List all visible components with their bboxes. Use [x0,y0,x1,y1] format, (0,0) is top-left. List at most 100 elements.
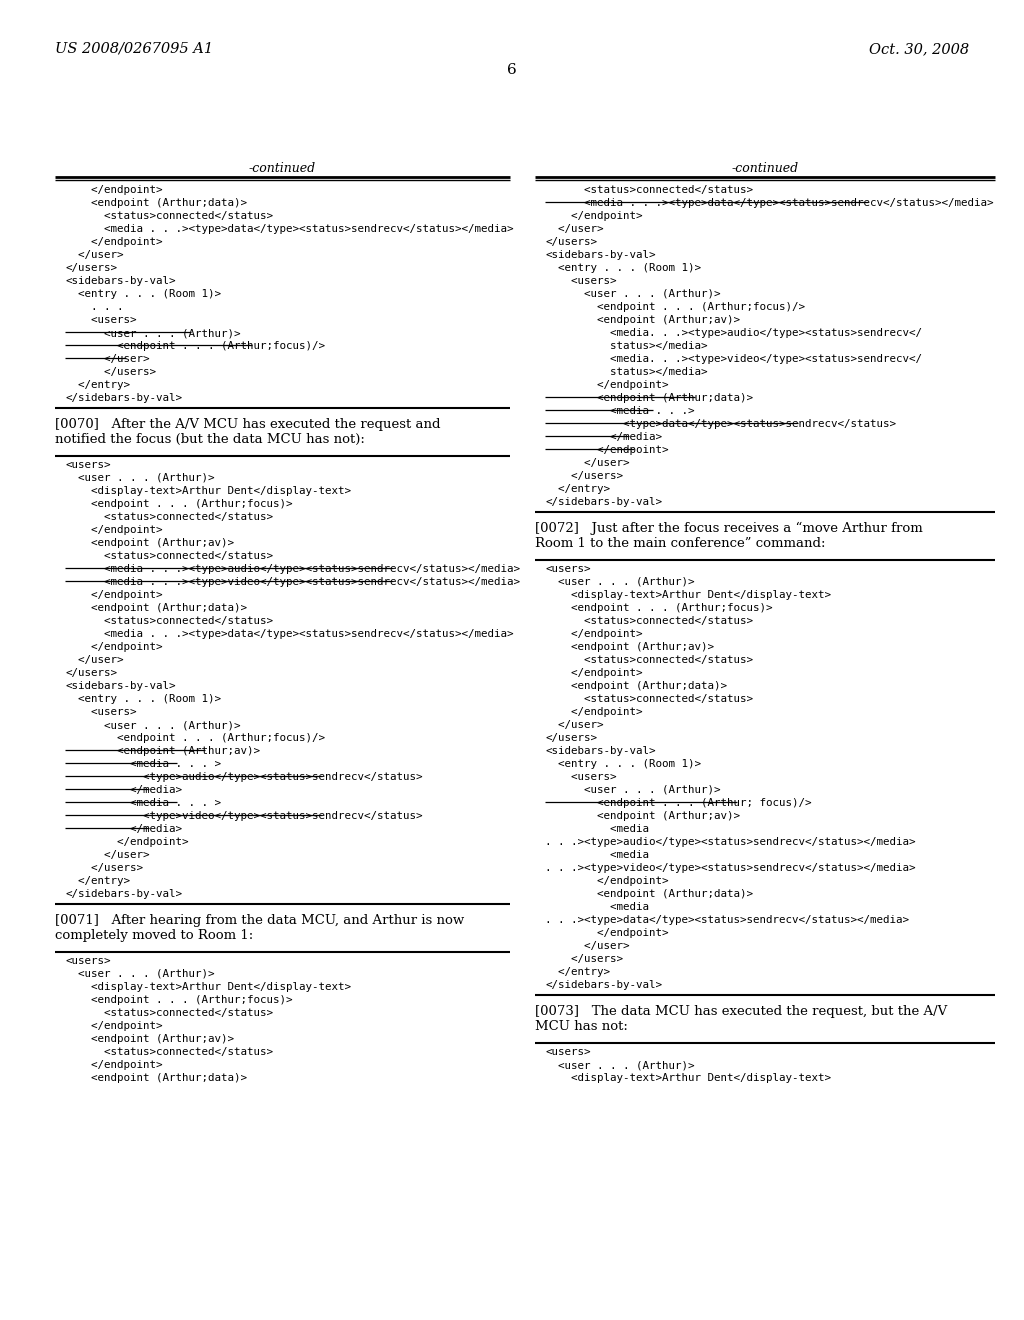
Text: </user>: </user> [65,655,124,665]
Text: Oct. 30, 2008: Oct. 30, 2008 [869,42,969,55]
Text: <media: <media [545,902,649,912]
Text: </endpoint>: </endpoint> [65,1020,163,1031]
Text: </users>: </users> [545,471,623,480]
Text: . . .><type>audio</type><status>sendrecv</status></media>: . . .><type>audio</type><status>sendrecv… [545,837,915,847]
Text: <endpoint . . . (Arthur;focus)>: <endpoint . . . (Arthur;focus)> [65,499,293,510]
Text: </users>: </users> [65,863,143,873]
Text: </users>: </users> [65,668,117,678]
Text: <display-text>Arthur Dent</display-text>: <display-text>Arthur Dent</display-text> [65,982,351,993]
Text: </users>: </users> [545,954,623,964]
Text: </endpoint>: </endpoint> [65,642,163,652]
Text: <entry . . . (Room 1)>: <entry . . . (Room 1)> [545,759,701,770]
Text: </endpoint>: </endpoint> [65,185,163,195]
Text: </users>: </users> [65,263,117,273]
Text: status></media>: status></media> [545,341,708,351]
Text: notified the focus (but the data MCU has not):: notified the focus (but the data MCU has… [55,433,365,446]
Text: </entry>: </entry> [545,484,610,494]
Text: </endpoint>: </endpoint> [545,668,642,678]
Text: </user>: </user> [545,458,630,469]
Text: status></media>: status></media> [545,367,708,378]
Text: <user . . . (Arthur)>: <user . . . (Arthur)> [65,473,214,483]
Text: </endpoint>: </endpoint> [545,876,669,886]
Text: <endpoint (Arthur;data)>: <endpoint (Arthur;data)> [65,198,247,209]
Text: </sidebars-by-val>: </sidebars-by-val> [545,498,662,507]
Text: <media. . .><type>audio</type><status>sendrecv</: <media. . .><type>audio</type><status>se… [545,327,922,338]
Text: <endpoint (Arthur;av)>: <endpoint (Arthur;av)> [545,810,740,821]
Text: <users>: <users> [545,772,616,781]
Text: <status>connected</status>: <status>connected</status> [65,1047,273,1057]
Text: </media>: </media> [65,785,182,795]
Text: </endpoint>: </endpoint> [65,1060,163,1071]
Text: . . .><type>video</type><status>sendrecv</status></media>: . . .><type>video</type><status>sendrecv… [545,863,915,873]
Text: <media . . .><type>video</type><status>sendrecv</status></media>: <media . . .><type>video</type><status>s… [65,577,520,587]
Text: <endpoint (Arthur;data)>: <endpoint (Arthur;data)> [65,603,247,612]
Text: </users>: </users> [545,238,597,247]
Text: </user>: </user> [545,224,603,234]
Text: completely moved to Room 1:: completely moved to Room 1: [55,929,253,942]
Text: <user . . . (Arthur)>: <user . . . (Arthur)> [65,969,214,979]
Text: <media: <media [545,850,649,861]
Text: MCU has not:: MCU has not: [535,1020,628,1034]
Text: <status>connected</status>: <status>connected</status> [65,512,273,521]
Text: </endpoint>: </endpoint> [545,928,669,939]
Text: <user . . . (Arthur)>: <user . . . (Arthur)> [65,719,241,730]
Text: <endpoint (Arthur;data)>: <endpoint (Arthur;data)> [65,1073,247,1082]
Text: -continued: -continued [731,162,799,176]
Text: </user>: </user> [65,354,150,364]
Text: 6: 6 [507,63,517,77]
Text: </media>: </media> [65,824,182,834]
Text: <display-text>Arthur Dent</display-text>: <display-text>Arthur Dent</display-text> [545,590,831,601]
Text: . . .><type>data</type><status>sendrecv</status></media>: . . .><type>data</type><status>sendrecv<… [545,915,909,925]
Text: </user>: </user> [545,941,630,950]
Text: <status>connected</status>: <status>connected</status> [65,211,273,220]
Text: <entry . . . (Room 1)>: <entry . . . (Room 1)> [545,263,701,273]
Text: <user . . . (Arthur)>: <user . . . (Arthur)> [65,327,241,338]
Text: <users>: <users> [65,459,111,470]
Text: <users>: <users> [545,276,616,286]
Text: </endpoint>: </endpoint> [65,590,163,601]
Text: </endpoint>: </endpoint> [545,211,642,220]
Text: <type>audio</type><status>sendrecv</status>: <type>audio</type><status>sendrecv</stat… [65,772,423,781]
Text: <status>connected</status>: <status>connected</status> [545,616,753,626]
Text: <endpoint (Arthur;av)>: <endpoint (Arthur;av)> [65,746,260,756]
Text: <users>: <users> [545,1047,591,1057]
Text: <user . . . (Arthur)>: <user . . . (Arthur)> [545,1060,694,1071]
Text: <endpoint . . . (Arthur;focus)>: <endpoint . . . (Arthur;focus)> [65,995,293,1005]
Text: </endpoint>: </endpoint> [65,525,163,535]
Text: <endpoint (Arthur;data)>: <endpoint (Arthur;data)> [545,681,727,690]
Text: </media>: </media> [545,432,662,442]
Text: <type>video</type><status>sendrecv</status>: <type>video</type><status>sendrecv</stat… [65,810,423,821]
Text: <media . . . >: <media . . . > [65,759,221,770]
Text: <status>connected</status>: <status>connected</status> [545,655,753,665]
Text: <display-text>Arthur Dent</display-text>: <display-text>Arthur Dent</display-text> [545,1073,831,1082]
Text: <sidebars-by-val>: <sidebars-by-val> [545,746,655,756]
Text: <type>data</type><status>sendrecv</status>: <type>data</type><status>sendrecv</statu… [545,418,896,429]
Text: <status>connected</status>: <status>connected</status> [65,616,273,626]
Text: <display-text>Arthur Dent</display-text>: <display-text>Arthur Dent</display-text> [65,486,351,496]
Text: <user . . . (Arthur)>: <user . . . (Arthur)> [545,577,694,587]
Text: </endpoint>: </endpoint> [65,238,163,247]
Text: <sidebars-by-val>: <sidebars-by-val> [545,249,655,260]
Text: </endpoint>: </endpoint> [545,380,669,389]
Text: </endpoint>: </endpoint> [545,708,642,717]
Text: <media. . .><type>video</type><status>sendrecv</: <media. . .><type>video</type><status>se… [545,354,922,364]
Text: <endpoint (Arthur;data)>: <endpoint (Arthur;data)> [545,888,753,899]
Text: <sidebars-by-val>: <sidebars-by-val> [65,276,175,286]
Text: <media . . .><type>data</type><status>sendrecv</status></media>: <media . . .><type>data</type><status>se… [65,224,513,234]
Text: <status>connected</status>: <status>connected</status> [65,1008,273,1018]
Text: </endpoint>: </endpoint> [545,630,642,639]
Text: <endpoint . . . (Arthur;focus)>: <endpoint . . . (Arthur;focus)> [545,603,772,612]
Text: <endpoint (Arthur;av)>: <endpoint (Arthur;av)> [65,539,234,548]
Text: <users>: <users> [65,956,111,966]
Text: <endpoint (Arthur;av)>: <endpoint (Arthur;av)> [65,1034,234,1044]
Text: </user>: </user> [65,249,124,260]
Text: [0073]   The data MCU has executed the request, but the A/V: [0073] The data MCU has executed the req… [535,1005,947,1018]
Text: [0070]   After the A/V MCU has executed the request and: [0070] After the A/V MCU has executed th… [55,418,440,432]
Text: [0071]   After hearing from the data MCU, and Arthur is now: [0071] After hearing from the data MCU, … [55,913,464,927]
Text: Room 1 to the main conference” command:: Room 1 to the main conference” command: [535,537,825,550]
Text: <sidebars-by-val>: <sidebars-by-val> [65,681,175,690]
Text: <status>connected</status>: <status>connected</status> [65,550,273,561]
Text: <endpoint . . . (Arthur; focus)/>: <endpoint . . . (Arthur; focus)/> [545,799,811,808]
Text: </entry>: </entry> [545,968,610,977]
Text: <media . . . >: <media . . . > [65,799,221,808]
